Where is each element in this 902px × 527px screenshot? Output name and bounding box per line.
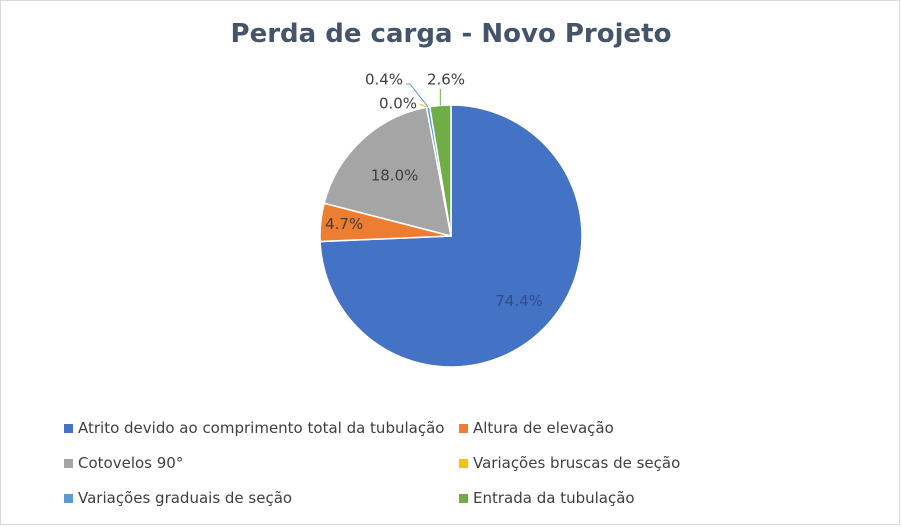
legend-item: Altura de elevação	[459, 419, 614, 437]
data-labels: 74.4% 4.7% 18.0% 0.0% 0.4% 2.6%	[325, 71, 543, 310]
pie-slices	[319, 104, 583, 368]
legend-item: Atrito devido ao comprimento total da tu…	[64, 419, 444, 437]
legend-label: Altura de elevação	[473, 419, 614, 437]
legend-swatch	[459, 458, 468, 468]
legend-label: Variações bruscas de seção	[473, 454, 681, 472]
data-label: 74.4%	[495, 292, 543, 310]
chart-title: Perda de carga - Novo Projeto	[230, 19, 672, 49]
leader-lines	[406, 83, 441, 108]
legend-label: Variações graduais de seção	[78, 489, 293, 507]
legend-label: Atrito devido ao comprimento total da tu…	[78, 419, 445, 437]
leader-line	[419, 103, 427, 108]
legend-swatch	[64, 458, 73, 468]
legend-label: Entrada da tubulação	[473, 489, 635, 507]
pie-slice	[428, 104, 452, 237]
legend-label: Cotovelos 90°	[78, 454, 184, 472]
legend-swatch	[64, 493, 73, 503]
legend-swatch	[459, 493, 468, 503]
legend-item: Variações bruscas de seção	[459, 454, 680, 472]
legend-item: Variações graduais de seção	[64, 489, 292, 507]
legend-item: Entrada da tubulação	[459, 489, 635, 507]
legend-item: Cotovelos 90°	[64, 454, 183, 472]
leader-line	[406, 83, 429, 108]
data-label: 4.7%	[325, 215, 363, 233]
data-label: 0.0%	[379, 95, 417, 113]
pie-slice	[323, 106, 452, 238]
legend-swatch	[64, 423, 73, 433]
data-label: 18.0%	[371, 166, 419, 184]
data-label: 0.4%	[365, 71, 403, 89]
legend-swatch	[459, 423, 468, 433]
data-label: 2.6%	[427, 71, 465, 89]
